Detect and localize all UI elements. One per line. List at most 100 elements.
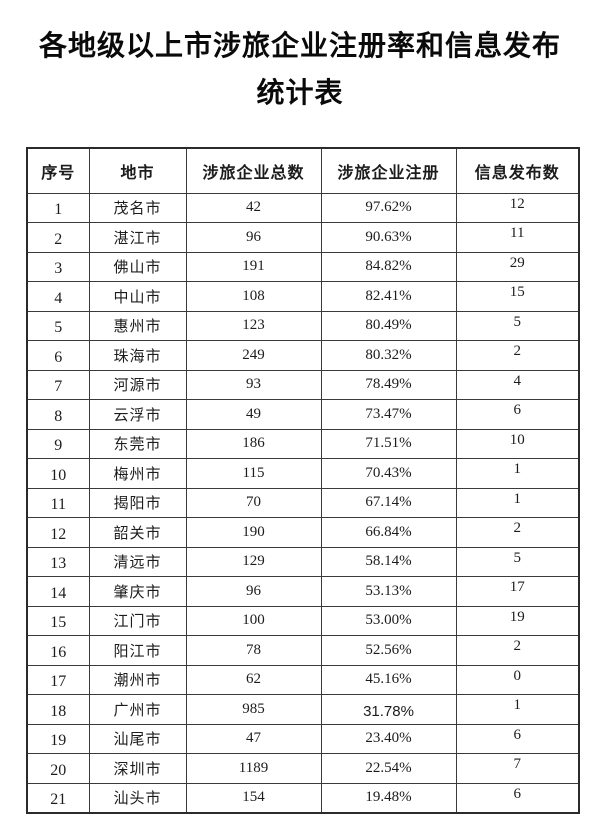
table-row: 3 佛山市 191 84.82% 29 xyxy=(26,251,580,282)
col-header-total: 涉旅企业总数 xyxy=(185,147,322,194)
cell-city: 潮州市 xyxy=(88,664,187,695)
cell-total: 93 xyxy=(185,369,322,400)
cell-city: 湛江市 xyxy=(88,222,187,253)
cell-rate: 19.48% xyxy=(320,782,457,813)
table-row: 9 东莞市 186 71.51% 10 xyxy=(26,428,580,459)
cell-city: 惠州市 xyxy=(88,310,187,341)
cell-total: 985 xyxy=(185,694,322,725)
cell-no: 1 xyxy=(26,192,90,223)
cell-city: 肇庆市 xyxy=(88,576,187,607)
cell-rate: 22.54% xyxy=(320,753,457,784)
cell-info: 0 xyxy=(455,664,580,695)
cell-info: 19 xyxy=(455,605,580,636)
page-title: 各地级以上市涉旅企业注册率和信息发布 统计表 xyxy=(0,0,600,116)
cell-city: 汕尾市 xyxy=(88,723,187,754)
cell-info: 6 xyxy=(455,723,580,754)
cell-city: 珠海市 xyxy=(88,340,187,371)
table-row: 16 阳江市 78 52.56% 2 xyxy=(26,635,580,666)
table-row: 19 汕尾市 47 23.40% 6 xyxy=(26,723,580,754)
table-body: 1 茂名市 42 97.62% 12 2 湛江市 96 90.63% 11 3 佛山市 191 84.82… xyxy=(26,192,580,813)
page-title-line-1: 各地级以上市涉旅企业注册率和信息发布 xyxy=(38,30,561,61)
cell-total: 191 xyxy=(185,251,322,282)
cell-info: 6 xyxy=(455,399,580,430)
cell-rate: 90.63% xyxy=(320,222,457,253)
cell-rate: 97.62% xyxy=(320,192,457,223)
cell-info: 10 xyxy=(455,428,580,459)
table-row: 11 揭阳市 70 67.14% 1 xyxy=(26,487,580,518)
table-row: 5 惠州市 123 80.49% 5 xyxy=(26,310,580,341)
cell-rate: 23.40% xyxy=(320,723,457,754)
cell-total: 190 xyxy=(185,517,322,548)
cell-info: 4 xyxy=(455,369,580,400)
cell-rate: 70.43% xyxy=(320,458,457,489)
cell-info: 12 xyxy=(455,192,580,223)
cell-info: 1 xyxy=(455,487,580,518)
cell-city: 河源市 xyxy=(88,369,187,400)
cell-no: 7 xyxy=(26,369,90,400)
cell-no: 17 xyxy=(26,664,90,695)
cell-info: 17 xyxy=(455,576,580,607)
cell-info: 5 xyxy=(455,546,580,577)
cell-info: 5 xyxy=(455,310,580,341)
cell-info: 1 xyxy=(455,458,580,489)
cell-total: 78 xyxy=(185,635,322,666)
cell-city: 清远市 xyxy=(88,546,187,577)
cell-city: 东莞市 xyxy=(88,428,187,459)
table-row: 15 江门市 100 53.00% 19 xyxy=(26,605,580,636)
table-row: 18 广州市 985 31.78% 1 xyxy=(26,694,580,725)
cell-city: 江门市 xyxy=(88,605,187,636)
cell-total: 100 xyxy=(185,605,322,636)
cell-rate: 78.49% xyxy=(320,369,457,400)
cell-rate: 73.47% xyxy=(320,399,457,430)
cell-no: 3 xyxy=(26,251,90,282)
cell-city: 汕头市 xyxy=(88,782,187,813)
table-row: 20 深圳市 1189 22.54% 7 xyxy=(26,753,580,784)
cell-info: 1 xyxy=(455,694,580,725)
cell-city: 阳江市 xyxy=(88,635,187,666)
cell-city: 揭阳市 xyxy=(88,487,187,518)
cell-city: 中山市 xyxy=(88,281,187,312)
cell-no: 19 xyxy=(26,723,90,754)
cell-total: 96 xyxy=(185,576,322,607)
table-row: 17 潮州市 62 45.16% 0 xyxy=(26,664,580,695)
cell-info: 15 xyxy=(455,281,580,312)
cell-total: 129 xyxy=(185,546,322,577)
cell-rate: 71.51% xyxy=(320,428,457,459)
cell-total: 115 xyxy=(185,458,322,489)
cell-no: 2 xyxy=(26,222,90,253)
table-row: 2 湛江市 96 90.63% 11 xyxy=(26,222,580,253)
stats-table: 序号 地市 涉旅企业总数 涉旅企业注册 信息发布数 1 茂名市 42 97.62% 12… xyxy=(26,147,580,814)
cell-rate: 67.14% xyxy=(320,487,457,518)
cell-no: 14 xyxy=(26,576,90,607)
cell-city: 梅州市 xyxy=(88,458,187,489)
cell-info: 2 xyxy=(455,340,580,371)
cell-rate: 80.32% xyxy=(320,340,457,371)
cell-city: 韶关市 xyxy=(88,517,187,548)
cell-total: 49 xyxy=(185,399,322,430)
table-row: 8 云浮市 49 73.47% 6 xyxy=(26,399,580,430)
cell-total: 154 xyxy=(185,782,322,813)
cell-info: 6 xyxy=(455,782,580,813)
cell-rate: 84.82% xyxy=(320,251,457,282)
cell-city: 广州市 xyxy=(88,694,187,725)
cell-rate: 80.49% xyxy=(320,310,457,341)
cell-rate: 31.78% xyxy=(320,694,457,725)
cell-rate: 53.13% xyxy=(320,576,457,607)
table-row: 6 珠海市 249 80.32% 2 xyxy=(26,340,580,371)
cell-total: 123 xyxy=(185,310,322,341)
cell-total: 108 xyxy=(185,281,322,312)
table-row: 13 清远市 129 58.14% 5 xyxy=(26,546,580,577)
table-row: 14 肇庆市 96 53.13% 17 xyxy=(26,576,580,607)
table-header: 序号 地市 涉旅企业总数 涉旅企业注册 信息发布数 xyxy=(26,147,580,194)
cell-no: 8 xyxy=(26,399,90,430)
cell-no: 16 xyxy=(26,635,90,666)
cell-rate: 53.00% xyxy=(320,605,457,636)
table-row: 10 梅州市 115 70.43% 1 xyxy=(26,458,580,489)
table-row: 12 韶关市 190 66.84% 2 xyxy=(26,517,580,548)
cell-city: 深圳市 xyxy=(88,753,187,784)
cell-rate: 82.41% xyxy=(320,281,457,312)
cell-total: 42 xyxy=(185,192,322,223)
cell-total: 96 xyxy=(185,222,322,253)
cell-info: 7 xyxy=(455,753,580,784)
cell-no: 4 xyxy=(26,281,90,312)
